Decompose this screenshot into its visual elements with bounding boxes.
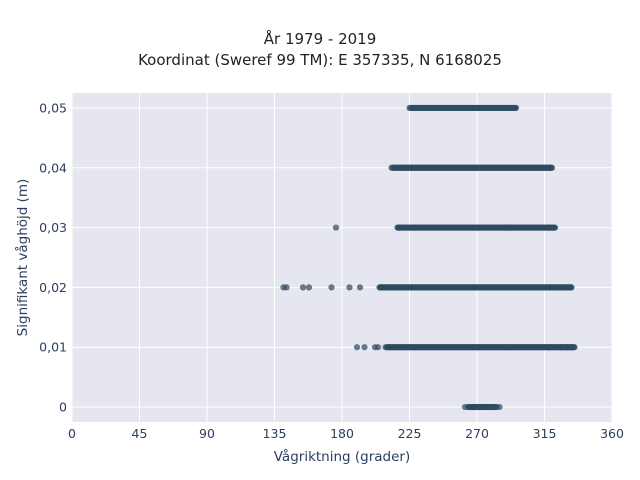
y-axis-title: Signifikant våghöjd (m) xyxy=(14,179,31,337)
x-tick-label: 180 xyxy=(330,426,354,441)
y-tick-label: 0 xyxy=(59,400,67,415)
data-point xyxy=(361,344,368,351)
data-point xyxy=(374,344,382,351)
data-point xyxy=(346,284,353,291)
data-point xyxy=(353,344,361,351)
y-tick-label: 0,01 xyxy=(39,340,67,355)
data-point xyxy=(299,284,307,291)
x-tick-label: 45 xyxy=(132,426,148,441)
x-tick-label: 225 xyxy=(398,426,422,441)
data-point xyxy=(551,224,559,231)
chart-subtitle: Koordinat (Sweref 99 TM): E 357335, N 61… xyxy=(138,51,502,69)
x-axis-ticks: 0 45 90 135 180 225 270 315 360 xyxy=(68,426,624,441)
y-tick-label: 0,05 xyxy=(39,100,67,115)
x-tick-label: 360 xyxy=(600,426,624,441)
y-tick-label: 0,02 xyxy=(39,280,67,295)
data-point xyxy=(571,344,578,351)
x-axis-title: Vågriktning (grader) xyxy=(274,448,411,465)
y-tick-label: 0,03 xyxy=(39,220,67,235)
data-point xyxy=(283,284,290,291)
data-point xyxy=(512,104,520,112)
data-point xyxy=(328,284,335,291)
y-tick-label: 0,04 xyxy=(39,160,67,175)
data-point xyxy=(356,284,364,291)
x-tick-label: 135 xyxy=(263,426,287,441)
x-tick-label: 90 xyxy=(199,426,215,441)
data-points xyxy=(280,104,578,411)
x-tick-label: 270 xyxy=(465,426,489,441)
data-point xyxy=(493,403,500,411)
data-point xyxy=(548,164,556,171)
data-point xyxy=(332,224,340,231)
data-point xyxy=(568,284,575,291)
x-tick-label: 315 xyxy=(533,426,557,441)
chart-title: År 1979 - 2019 xyxy=(263,30,377,48)
y-axis-ticks: 0 0,01 0,02 0,03 0,04 0,05 xyxy=(39,100,67,414)
data-point xyxy=(305,284,313,291)
x-tick-label: 0 xyxy=(68,426,76,441)
